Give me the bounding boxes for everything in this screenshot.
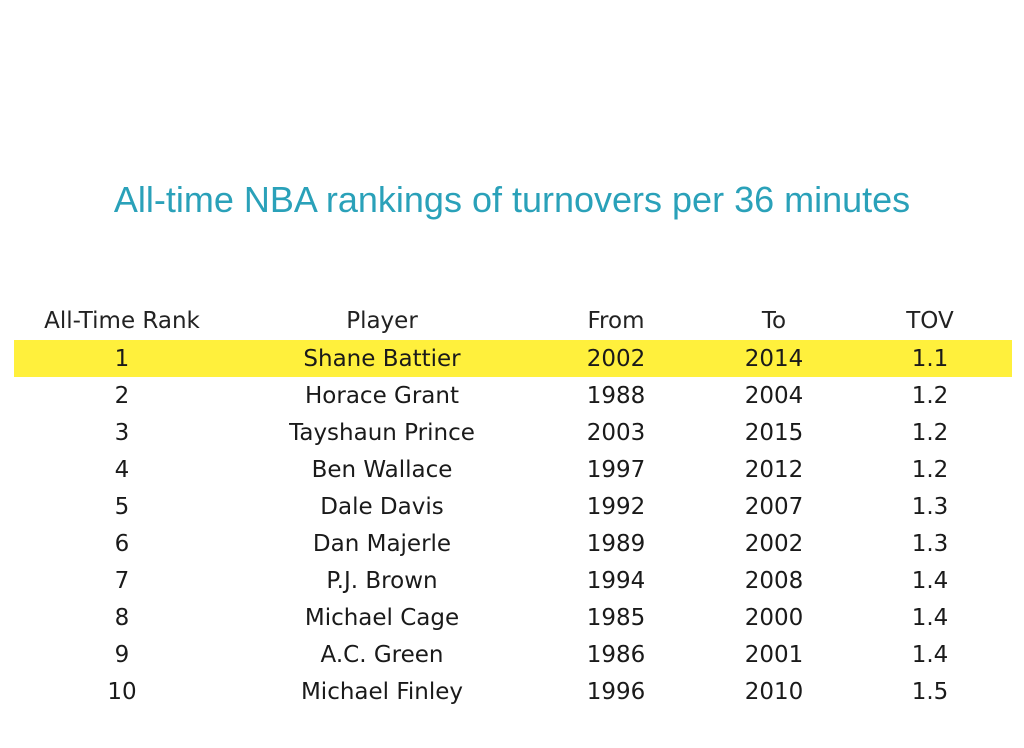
table-row: 9 A.C. Green 1986 2001 1.4 [14,636,1012,673]
table-row: 4 Ben Wallace 1997 2012 1.2 [14,451,1012,488]
column-header-player: Player [346,308,418,334]
tov-cell: 1.5 [911,678,949,705]
from-cell: 1992 [586,493,646,520]
tov-cell: 1.2 [911,456,949,483]
column-header-rank: All-Time Rank [44,308,200,334]
tov-cell: 1.1 [911,345,949,372]
rank-cell: 1 [114,345,130,372]
to-cell: 2000 [744,604,804,631]
rank-cell: 2 [114,382,130,409]
tov-cell: 1.4 [911,641,949,668]
from-cell: 1989 [586,530,646,557]
chart-title: All-time NBA rankings of turnovers per 3… [113,179,911,220]
player-cell: Michael Finley [300,678,464,705]
to-cell: 2008 [744,567,804,594]
to-cell: 2014 [744,345,804,372]
to-cell: 2002 [744,530,804,557]
from-cell: 1996 [586,678,646,705]
to-cell: 2010 [744,678,804,705]
from-cell: 1988 [586,382,646,409]
table-row: 6 Dan Majerle 1989 2002 1.3 [14,525,1012,562]
to-cell: 2004 [744,382,804,409]
player-cell: Ben Wallace [311,456,453,483]
player-cell: Dan Majerle [312,530,452,557]
table-row-highlighted: 1 Shane Battier 2002 2014 1.1 [14,340,1012,377]
to-cell: 2007 [744,493,804,520]
to-cell: 2012 [744,456,804,483]
tov-cell: 1.4 [911,604,949,631]
rank-cell: 4 [114,456,130,483]
column-header-tov: TOV [906,308,954,334]
player-cell: Dale Davis [320,493,444,520]
player-cell: Shane Battier [303,345,461,372]
table-row: 3 Tayshaun Prince 2003 2015 1.2 [14,414,1012,451]
tov-cell: 1.3 [911,530,949,557]
rank-cell: 10 [107,678,137,705]
table-row: 2 Horace Grant 1988 2004 1.2 [14,377,1012,414]
column-header-from: From [587,308,645,334]
player-cell: A.C. Green [320,641,444,668]
from-cell: 2003 [586,419,646,446]
table-body: 1 Shane Battier 2002 2014 1.1 2 Horace Grant 19… [14,340,1012,710]
rank-cell: 7 [114,567,130,594]
tov-cell: 1.2 [911,382,949,409]
tov-cell: 1.3 [911,493,949,520]
rank-cell: 6 [114,530,130,557]
table-row: 5 Dale Davis 1992 2007 1.3 [14,488,1012,525]
rank-cell: 3 [114,419,130,446]
tov-cell: 1.4 [911,567,949,594]
to-cell: 2001 [744,641,804,668]
player-cell: Tayshaun Prince [289,419,475,446]
to-cell: 2015 [744,419,804,446]
table-row: 10 Michael Finley 1996 2010 1.5 [14,673,1012,710]
rankings-table: All-Time Rank Player From To TOV 1 Shane … [14,302,1012,710]
player-cell: Horace Grant [305,382,459,409]
from-cell: 2002 [586,345,646,372]
from-cell: 1985 [586,604,646,631]
from-cell: 1986 [586,641,646,668]
rank-cell: 5 [114,493,130,520]
column-header-to: To [761,308,787,334]
rank-cell: 9 [114,641,130,668]
player-cell: Michael Cage [304,604,460,631]
from-cell: 1997 [586,456,646,483]
rank-cell: 8 [114,604,130,631]
tov-cell: 1.2 [911,419,949,446]
player-cell: P.J. Brown [326,567,438,594]
from-cell: 1994 [586,567,646,594]
table-row: 8 Michael Cage 1985 2000 1.4 [14,599,1012,636]
table-header-row: All-Time Rank Player From To TOV [14,302,1012,340]
table-row: 7 P.J. Brown 1994 2008 1.4 [14,562,1012,599]
